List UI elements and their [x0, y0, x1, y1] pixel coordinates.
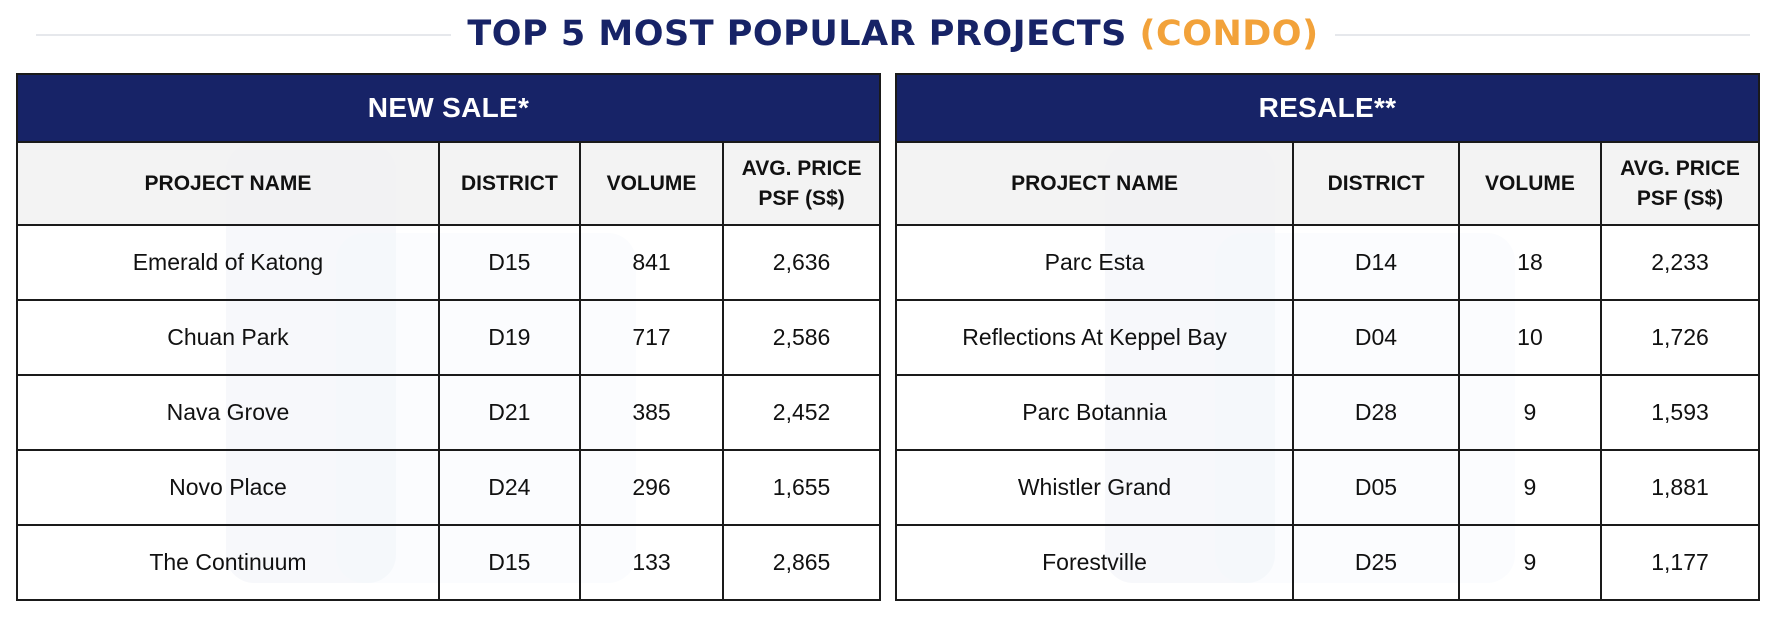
table-row: Whistler Grand D05 9 1,881: [894, 449, 1760, 526]
district-cell: D24: [437, 449, 581, 526]
table-row: Nava Grove D21 385 2,452: [16, 374, 881, 451]
project-name-cell: Forestville: [894, 524, 1295, 601]
resale-table: RESALE** PROJECT NAME DISTRICT VOLUME AV…: [894, 73, 1760, 601]
new-sale-panel: NEW SALE* PROJECT NAME DISTRICT VOLUME A…: [16, 73, 881, 601]
price-cell: 1,655: [722, 449, 881, 526]
price-cell: 1,726: [1600, 299, 1760, 376]
volume-cell: 9: [1457, 374, 1603, 451]
price-cell: 2,636: [722, 224, 881, 301]
district-cell: D04: [1292, 299, 1460, 376]
column-header-project-name: PROJECT NAME: [16, 141, 440, 226]
district-cell: D19: [437, 299, 581, 376]
district-cell: D21: [437, 374, 581, 451]
table-row: Parc Esta D14 18 2,233: [894, 224, 1760, 301]
volume-cell: 296: [578, 449, 725, 526]
project-name-cell: Nava Grove: [16, 374, 440, 451]
district-cell: D28: [1292, 374, 1460, 451]
price-cell: 2,586: [722, 299, 881, 376]
project-name-cell: Parc Botannia: [894, 374, 1295, 451]
volume-cell: 133: [578, 524, 725, 601]
resale-heading: RESALE**: [895, 73, 1760, 143]
price-cell: 1,177: [1600, 524, 1760, 601]
column-header-district: DISTRICT: [437, 141, 581, 226]
column-header-project-name: PROJECT NAME: [894, 141, 1295, 226]
new-sale-table: NEW SALE* PROJECT NAME DISTRICT VOLUME A…: [16, 73, 881, 601]
title-accent: (CONDO): [1139, 14, 1319, 54]
price-cell: 1,881: [1600, 449, 1760, 526]
district-cell: D25: [1292, 524, 1460, 601]
volume-cell: 9: [1457, 524, 1603, 601]
project-name-cell: Reflections At Keppel Bay: [894, 299, 1295, 376]
price-cell: 1,593: [1600, 374, 1760, 451]
volume-cell: 18: [1457, 224, 1603, 301]
title-divider-left: [36, 34, 451, 36]
project-name-cell: Emerald of Katong: [16, 224, 440, 301]
district-cell: D15: [437, 224, 581, 301]
title-row: TOP 5 MOST POPULAR PROJECTS (CONDO): [0, 0, 1770, 72]
project-name-cell: Parc Esta: [894, 224, 1295, 301]
price-cell: 2,865: [722, 524, 881, 601]
project-name-cell: Whistler Grand: [894, 449, 1295, 526]
volume-cell: 9: [1457, 449, 1603, 526]
new-sale-heading: NEW SALE*: [16, 73, 881, 143]
table-row: Novo Place D24 296 1,655: [16, 449, 881, 526]
resale-panel: RESALE** PROJECT NAME DISTRICT VOLUME AV…: [894, 73, 1760, 601]
column-header-volume: VOLUME: [1457, 141, 1603, 226]
volume-cell: 841: [578, 224, 725, 301]
column-header-district: DISTRICT: [1292, 141, 1460, 226]
project-name-cell: Chuan Park: [16, 299, 440, 376]
table-row: Emerald of Katong D15 841 2,636: [16, 224, 881, 301]
column-header-avg-price: AVG. PRICE PSF (S$): [1600, 141, 1760, 226]
table-row: The Continuum D15 133 2,865: [16, 524, 881, 601]
price-cell: 2,452: [722, 374, 881, 451]
title-divider-right: [1335, 34, 1750, 36]
district-cell: D15: [437, 524, 581, 601]
page-title: TOP 5 MOST POPULAR PROJECTS (CONDO): [451, 14, 1335, 54]
table-row: Forestville D25 9 1,177: [894, 524, 1760, 601]
table-row: Parc Botannia D28 9 1,593: [894, 374, 1760, 451]
table-row: Reflections At Keppel Bay D04 10 1,726: [894, 299, 1760, 376]
price-cell: 2,233: [1600, 224, 1760, 301]
volume-cell: 717: [578, 299, 725, 376]
district-cell: D14: [1292, 224, 1460, 301]
column-header-avg-price: AVG. PRICE PSF (S$): [722, 141, 881, 226]
column-header-volume: VOLUME: [578, 141, 725, 226]
table-row: Chuan Park D19 717 2,586: [16, 299, 881, 376]
project-name-cell: The Continuum: [16, 524, 440, 601]
volume-cell: 10: [1457, 299, 1603, 376]
title-main: TOP 5 MOST POPULAR PROJECTS: [467, 14, 1140, 54]
volume-cell: 385: [578, 374, 725, 451]
district-cell: D05: [1292, 449, 1460, 526]
project-name-cell: Novo Place: [16, 449, 440, 526]
